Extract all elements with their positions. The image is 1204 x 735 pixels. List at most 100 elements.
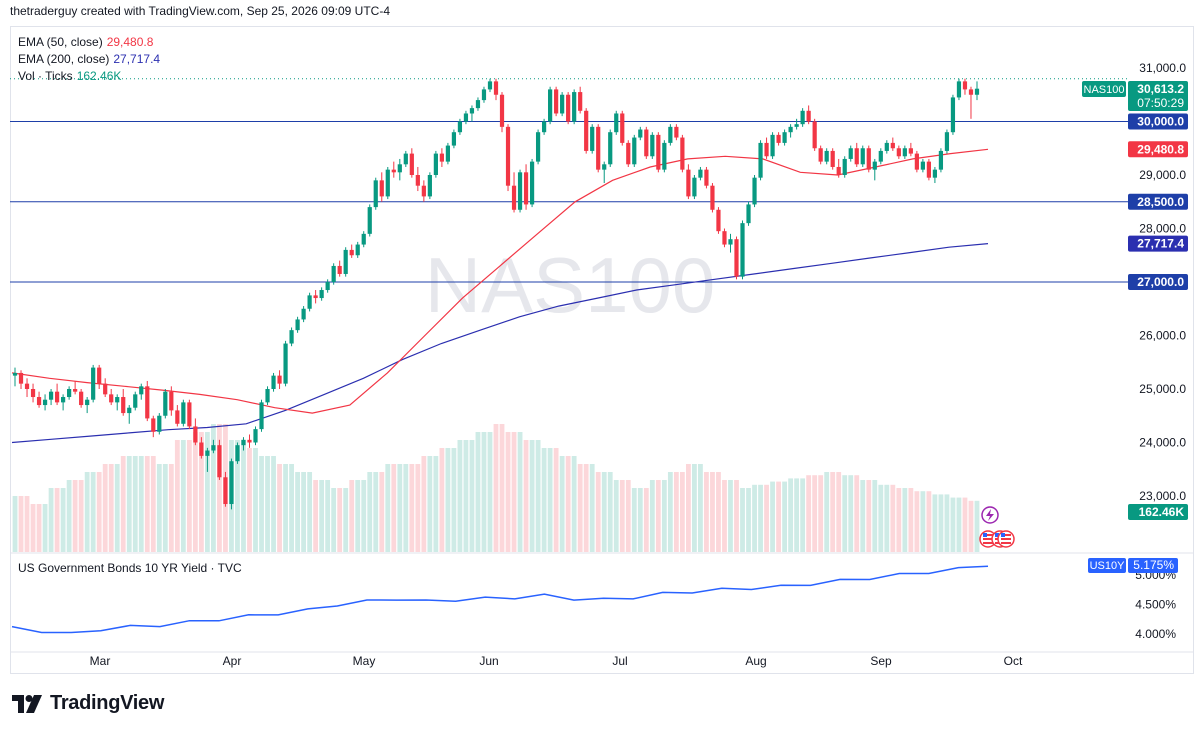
bond-yield-path — [11, 565, 989, 634]
level-28500-tag: 28,500.0 — [1128, 193, 1188, 210]
candle-body — [295, 319, 300, 331]
volume-bar — [174, 440, 180, 552]
candle-body — [716, 209, 721, 232]
volume-bar — [950, 497, 956, 552]
candle — [529, 158, 535, 208]
candle — [48, 389, 54, 406]
candle — [950, 94, 956, 135]
bond-panel-label[interactable]: US Government Bonds 10 YR Yield · TVC — [18, 561, 242, 575]
candle-body — [764, 142, 769, 157]
candle-body — [199, 442, 204, 456]
candle-body — [463, 113, 469, 122]
candle-body — [602, 164, 607, 170]
candle-body — [115, 397, 120, 403]
candle-body — [950, 97, 956, 133]
candle — [854, 142, 859, 167]
tradingview-logo[interactable]: TradingView — [12, 692, 164, 715]
volume-bar — [818, 475, 824, 552]
candle — [421, 180, 426, 202]
candle — [902, 145, 907, 159]
candle — [295, 316, 300, 333]
candle — [578, 86, 583, 114]
candle-body — [145, 386, 150, 419]
legend-ema50[interactable]: EMA (50, close) 29,480.8 — [18, 35, 153, 49]
candle-body — [638, 129, 643, 138]
bond-axis-label: 4.000% — [1135, 627, 1176, 641]
candle — [367, 204, 372, 237]
candle — [535, 129, 541, 165]
volume-bar — [920, 491, 926, 552]
volume-bar — [752, 484, 757, 552]
candle — [680, 134, 685, 173]
level-27000-tag-bg — [1128, 274, 1188, 290]
tradingview-logo-text: TradingView — [50, 692, 165, 714]
us-flag-canton — [995, 533, 999, 537]
volume-bar — [42, 504, 48, 552]
candle-body — [133, 394, 138, 408]
us-flag-stripe — [983, 534, 993, 536]
volume-bar — [872, 480, 878, 552]
volume-bar — [812, 475, 818, 552]
volume-bar — [517, 432, 523, 552]
volume-bar — [788, 478, 794, 552]
candle-body — [878, 150, 883, 162]
price-axis-label: 28,000.0 — [1139, 222, 1186, 236]
candle — [289, 327, 294, 347]
candle-body — [193, 426, 198, 443]
time-axis-label: Apr — [223, 654, 242, 668]
candle-body — [517, 172, 523, 210]
candle-body — [211, 445, 216, 451]
candle-body — [644, 129, 649, 157]
last-price-tag: NAS100 30,613.207:50:29 — [1082, 81, 1188, 111]
candle — [109, 389, 114, 406]
candle — [710, 183, 715, 213]
candle-body — [710, 185, 715, 210]
candle-body — [554, 89, 559, 114]
volume-bar — [698, 464, 703, 552]
candle — [187, 399, 192, 430]
volume-bar — [637, 488, 643, 552]
volume-bar — [475, 432, 481, 552]
candle-body — [427, 175, 432, 197]
volume-bar — [728, 480, 733, 552]
volume-bar — [848, 475, 854, 552]
candle — [548, 86, 553, 125]
time-axis: Mar Apr May Jun Jul Aug Sep Oct — [90, 654, 1023, 668]
candle — [728, 233, 733, 253]
candle — [463, 110, 469, 125]
candle-body — [674, 126, 679, 138]
candle-body — [728, 239, 733, 245]
time-axis-label: May — [353, 654, 376, 668]
candle-body — [337, 265, 342, 274]
candle-body — [397, 164, 402, 173]
candle — [319, 287, 324, 301]
candle-body — [656, 134, 661, 170]
candle — [668, 124, 673, 146]
volume-bar — [168, 464, 174, 552]
volume-bar — [331, 488, 337, 552]
volume-bar — [403, 464, 409, 552]
candle-body — [776, 134, 781, 143]
bond-axis-label: 4.500% — [1135, 598, 1176, 612]
candle-body — [54, 391, 60, 403]
candle — [139, 383, 144, 400]
volume-bar — [319, 480, 325, 552]
legend-volume[interactable]: Vol · Ticks 162.46K — [18, 69, 121, 83]
candle-body — [974, 88, 980, 95]
candle-body — [499, 94, 505, 127]
volume-bar — [144, 456, 150, 552]
candle — [169, 386, 174, 416]
candle — [415, 166, 420, 192]
candle-body — [926, 161, 931, 178]
candle — [103, 378, 108, 398]
volume-bar — [469, 440, 475, 552]
legend-ema200[interactable]: EMA (200, close) 27,717.4 — [18, 52, 160, 66]
candle — [872, 158, 877, 181]
candle — [67, 386, 72, 400]
candle — [848, 145, 853, 162]
volume-bar — [734, 480, 739, 552]
volume-bar — [583, 464, 589, 552]
volume-bar — [962, 497, 968, 552]
candle — [217, 439, 222, 480]
